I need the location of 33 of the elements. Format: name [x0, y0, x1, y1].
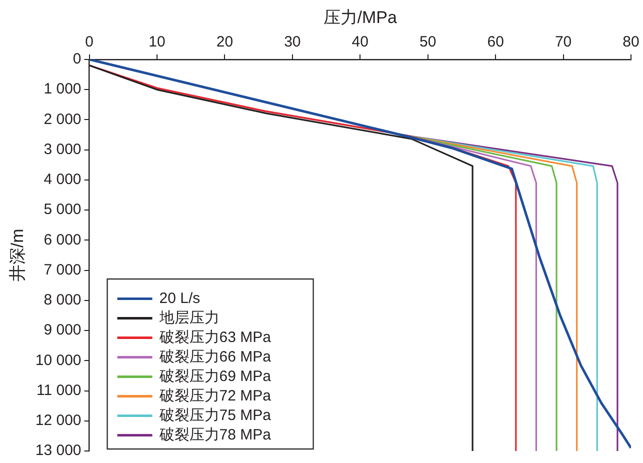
legend-label: 20 L/s: [159, 290, 200, 307]
legend-label: 破裂压力72 MPa: [158, 387, 272, 404]
x-tick-label: 10: [148, 34, 166, 51]
x-tick-label: 30: [284, 34, 301, 51]
x-tick-label: 70: [554, 34, 572, 51]
y-tick-label: 13 000: [35, 442, 82, 460]
y-tick-label: 1 000: [44, 80, 82, 98]
y-tick-label: 6 000: [44, 231, 82, 248]
legend-label: 破裂压力78 MPa: [158, 426, 272, 444]
legend-label: 破裂压力69 MPa: [158, 368, 272, 385]
x-tick-label: 60: [487, 34, 504, 51]
x-tick-label: 80: [622, 34, 640, 51]
x-axis-title: 压力/MPa: [323, 8, 398, 27]
y-tick-label: 0: [72, 50, 82, 68]
y-tick-label: 12 000: [35, 412, 82, 430]
x-tick-label: 0: [85, 34, 94, 51]
y-tick-label: 5 000: [44, 201, 82, 218]
x-tick-label: 50: [420, 34, 436, 51]
x-tick-label: 20: [216, 34, 234, 51]
y-tick-label: 9 000: [44, 322, 82, 339]
y-tick-label: 4 000: [44, 171, 82, 188]
legend-label: 破裂压力63 MPa: [158, 328, 272, 346]
y-tick-label: 3 000: [44, 140, 82, 158]
legend-label: 地层压力: [158, 309, 220, 326]
y-tick-label: 7 000: [44, 261, 82, 278]
y-tick-label: 2 000: [44, 110, 82, 128]
y-tick-label: 10 000: [35, 352, 82, 369]
y-tick-label: 8 000: [44, 292, 82, 309]
legend-label: 破裂压力66 MPa: [158, 348, 272, 366]
y-axis-title: 井深/m: [8, 228, 27, 282]
legend-label: 破裂压力75 MPa: [158, 406, 272, 424]
y-tick-label: 11 000: [36, 382, 82, 399]
x-tick-label: 40: [352, 34, 368, 51]
